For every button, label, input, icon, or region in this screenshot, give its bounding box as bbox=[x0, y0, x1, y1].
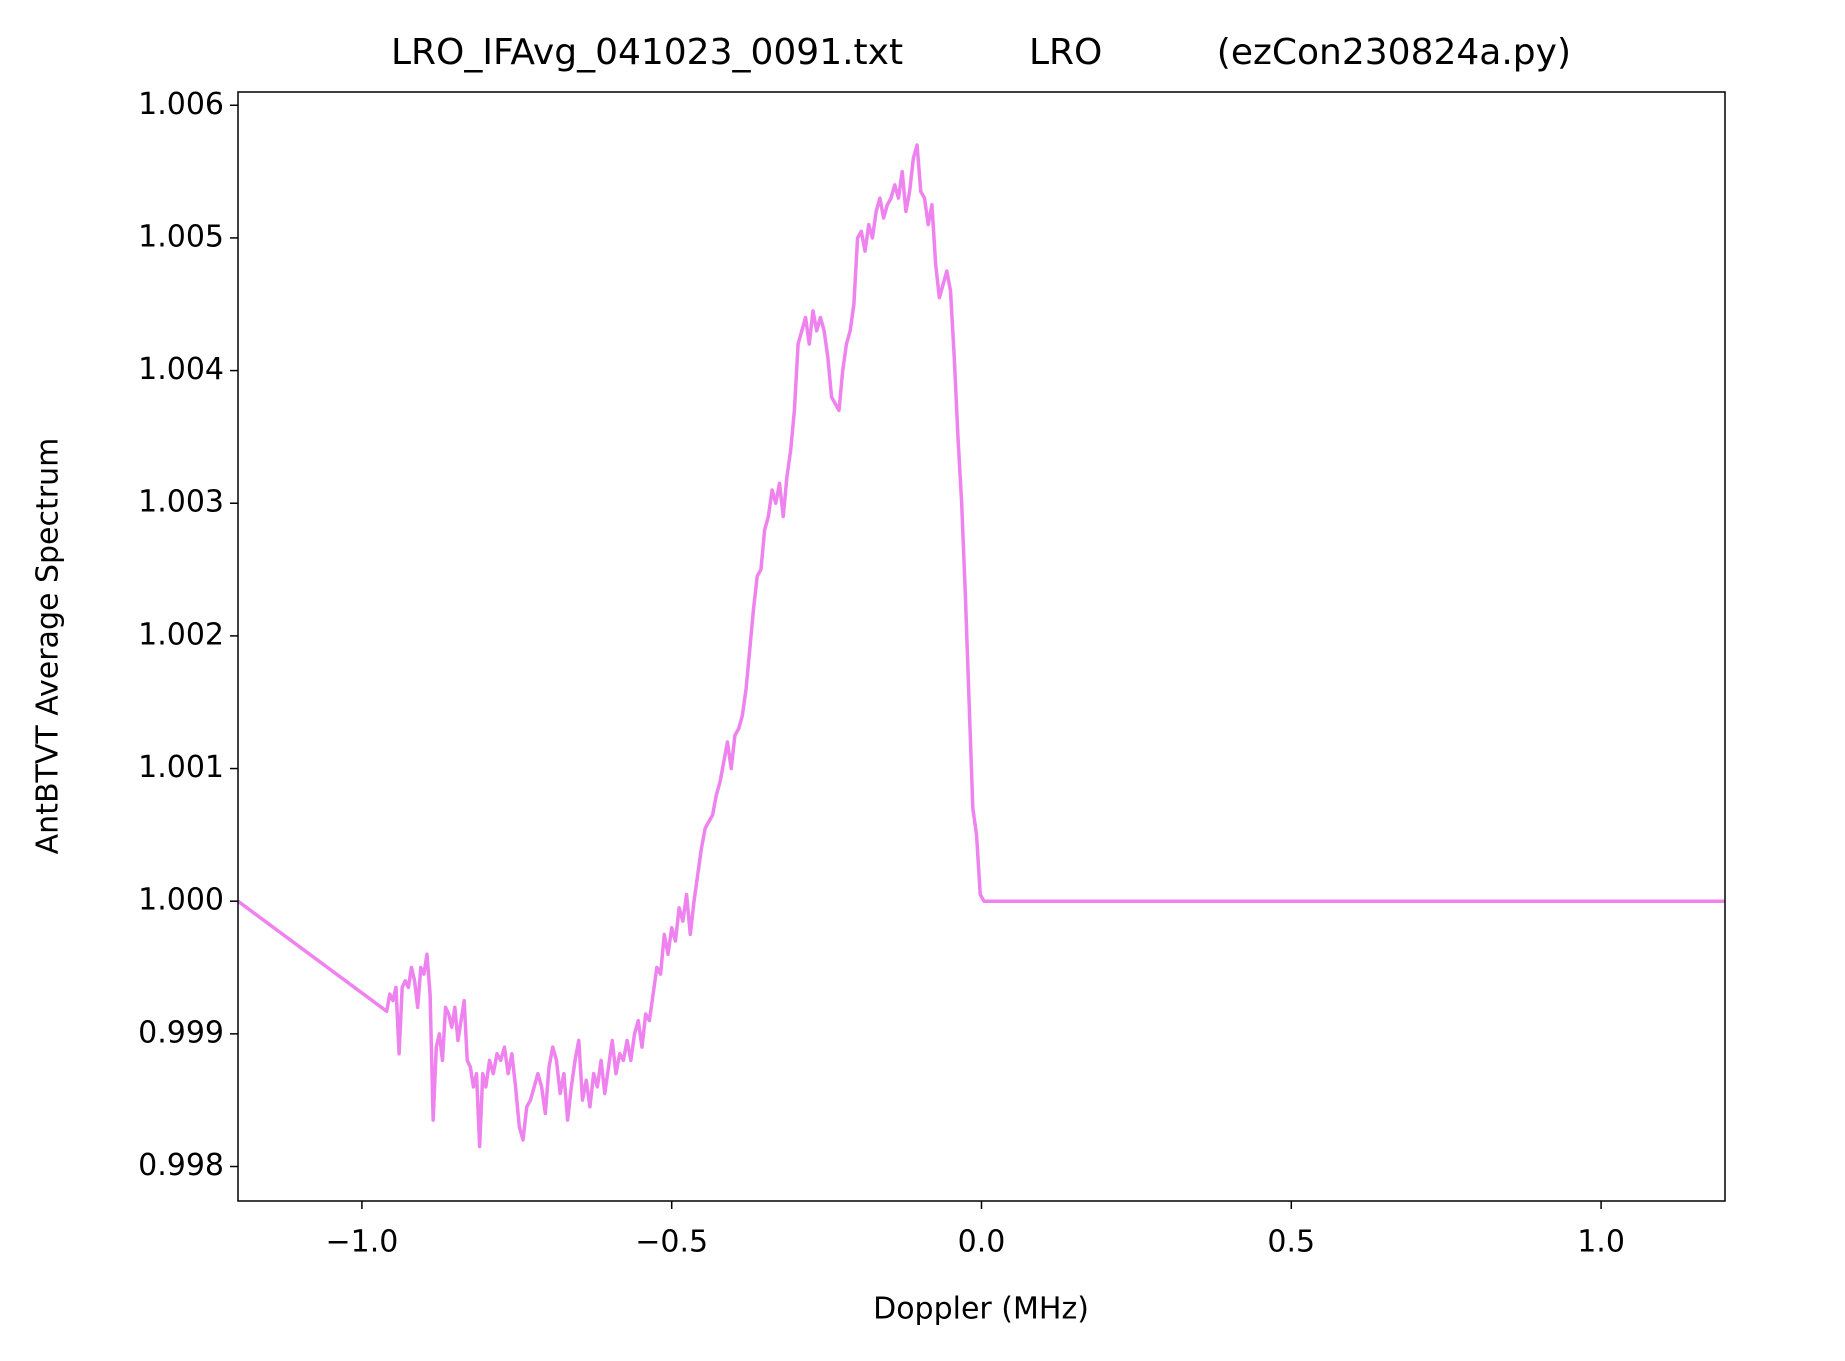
x-tick-label: −0.5 bbox=[635, 1225, 708, 1260]
data-line bbox=[238, 143, 1725, 1149]
x-tick-label: 0.0 bbox=[958, 1225, 1006, 1260]
x-tick-label: 0.5 bbox=[1267, 1225, 1315, 1260]
chart-title: LRO_IFAvg_041023_0091.txt LRO (ezCon2308… bbox=[391, 32, 1571, 73]
y-tick-label: 0.999 bbox=[138, 1015, 224, 1050]
y-axis-label: AntBTVT Average Spectrum bbox=[31, 438, 66, 855]
x-axis-label: Doppler (MHz) bbox=[873, 1292, 1089, 1327]
y-tick-label: 1.002 bbox=[138, 617, 224, 652]
x-tick-label: 1.0 bbox=[1577, 1225, 1625, 1260]
plot-frame bbox=[237, 91, 1726, 1202]
x-tick-label: −1.0 bbox=[325, 1225, 398, 1260]
y-tick-label: 1.000 bbox=[138, 883, 224, 918]
y-tick-label: 1.001 bbox=[138, 750, 224, 785]
y-tick-label: 0.998 bbox=[138, 1148, 224, 1183]
y-tick-label: 1.006 bbox=[138, 87, 224, 122]
y-tick-label: 1.003 bbox=[138, 485, 224, 520]
y-tick-label: 1.005 bbox=[138, 219, 224, 254]
y-tick-label: 1.004 bbox=[138, 352, 224, 387]
